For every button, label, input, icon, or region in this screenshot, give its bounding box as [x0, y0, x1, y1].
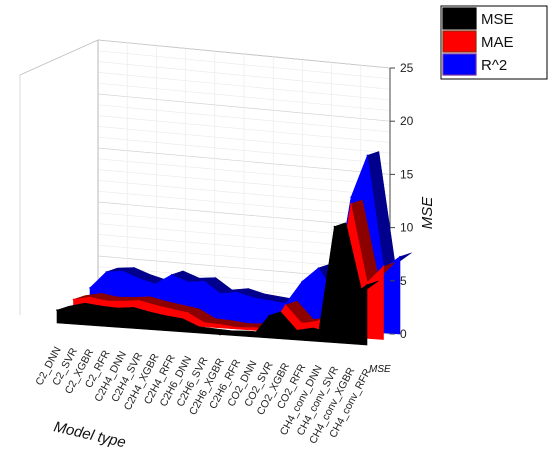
legend-label-1: MSE — [481, 11, 514, 28]
data-point — [399, 255, 401, 258]
data-point — [154, 318, 156, 321]
data-point — [366, 281, 369, 284]
data-point — [285, 302, 287, 305]
data-point — [317, 335, 319, 338]
data-point — [137, 315, 140, 317]
data-point — [203, 321, 205, 324]
data-point — [186, 311, 189, 314]
data-point — [219, 292, 222, 295]
data-point — [89, 287, 91, 289]
data-point — [72, 298, 75, 301]
y-tick-label: 20 — [400, 114, 414, 128]
data-point — [105, 300, 107, 302]
data-point — [366, 154, 369, 157]
data-point — [252, 335, 254, 337]
data-point — [219, 333, 221, 336]
data-point — [366, 284, 368, 286]
data-point — [317, 320, 320, 322]
data-point — [350, 196, 352, 198]
data-point — [88, 309, 91, 311]
data-point — [268, 314, 270, 317]
data-point — [235, 326, 238, 329]
legend-swatch-1 — [442, 7, 477, 30]
data-point — [252, 297, 254, 299]
y-tick-label: 25 — [400, 61, 414, 75]
y-tick-label: 15 — [400, 167, 414, 181]
y-tick-label: 0 — [400, 327, 407, 341]
data-point — [350, 203, 352, 205]
data-point — [170, 308, 173, 310]
data-point — [121, 300, 124, 303]
data-point — [203, 280, 205, 283]
data-point — [382, 265, 385, 268]
data-point — [252, 326, 254, 329]
data-point — [317, 267, 320, 269]
data-point — [236, 291, 238, 294]
data-point — [219, 323, 222, 326]
data-point — [203, 331, 205, 334]
series-areas — [56, 151, 412, 346]
data-point — [301, 280, 303, 283]
y-axis-title: MSE — [419, 196, 436, 230]
series-mse — [56, 222, 379, 346]
data-point — [268, 299, 271, 302]
data-point — [72, 306, 75, 308]
wall-edge — [19, 39, 99, 76]
data-point — [138, 299, 140, 302]
data-point — [56, 309, 58, 311]
data-point — [105, 311, 107, 313]
legend-label-2: MAE — [481, 34, 514, 51]
y-tick-label: 5 — [400, 274, 407, 288]
z-axis-title: MSE — [369, 364, 391, 375]
data-point — [121, 270, 124, 273]
data-point — [349, 295, 352, 298]
data-point — [154, 283, 157, 285]
data-point — [187, 281, 189, 283]
x-axis-title: Model type — [52, 418, 127, 451]
legend-swatch-2 — [442, 30, 477, 53]
data-point — [186, 329, 189, 332]
legend: MSE MAE R^2 — [440, 5, 548, 80]
data-point — [121, 310, 124, 313]
data-point — [105, 271, 108, 273]
data-point — [170, 274, 173, 276]
data-point — [333, 225, 336, 228]
legend-label-3: R^2 — [481, 57, 507, 74]
axes: MSE MSE Model type 0510152025C2_DNNC2_SV… — [33, 61, 436, 451]
data-point — [154, 304, 156, 307]
data-point — [284, 333, 287, 335]
data-point — [300, 331, 303, 333]
data-point — [170, 321, 172, 324]
legend-swatch-3 — [442, 53, 477, 76]
y-tick-label: 10 — [400, 221, 414, 235]
data-point — [235, 334, 238, 336]
data-point — [89, 296, 91, 299]
data-point — [301, 322, 303, 325]
data-point — [138, 277, 140, 280]
data-point — [284, 304, 287, 306]
